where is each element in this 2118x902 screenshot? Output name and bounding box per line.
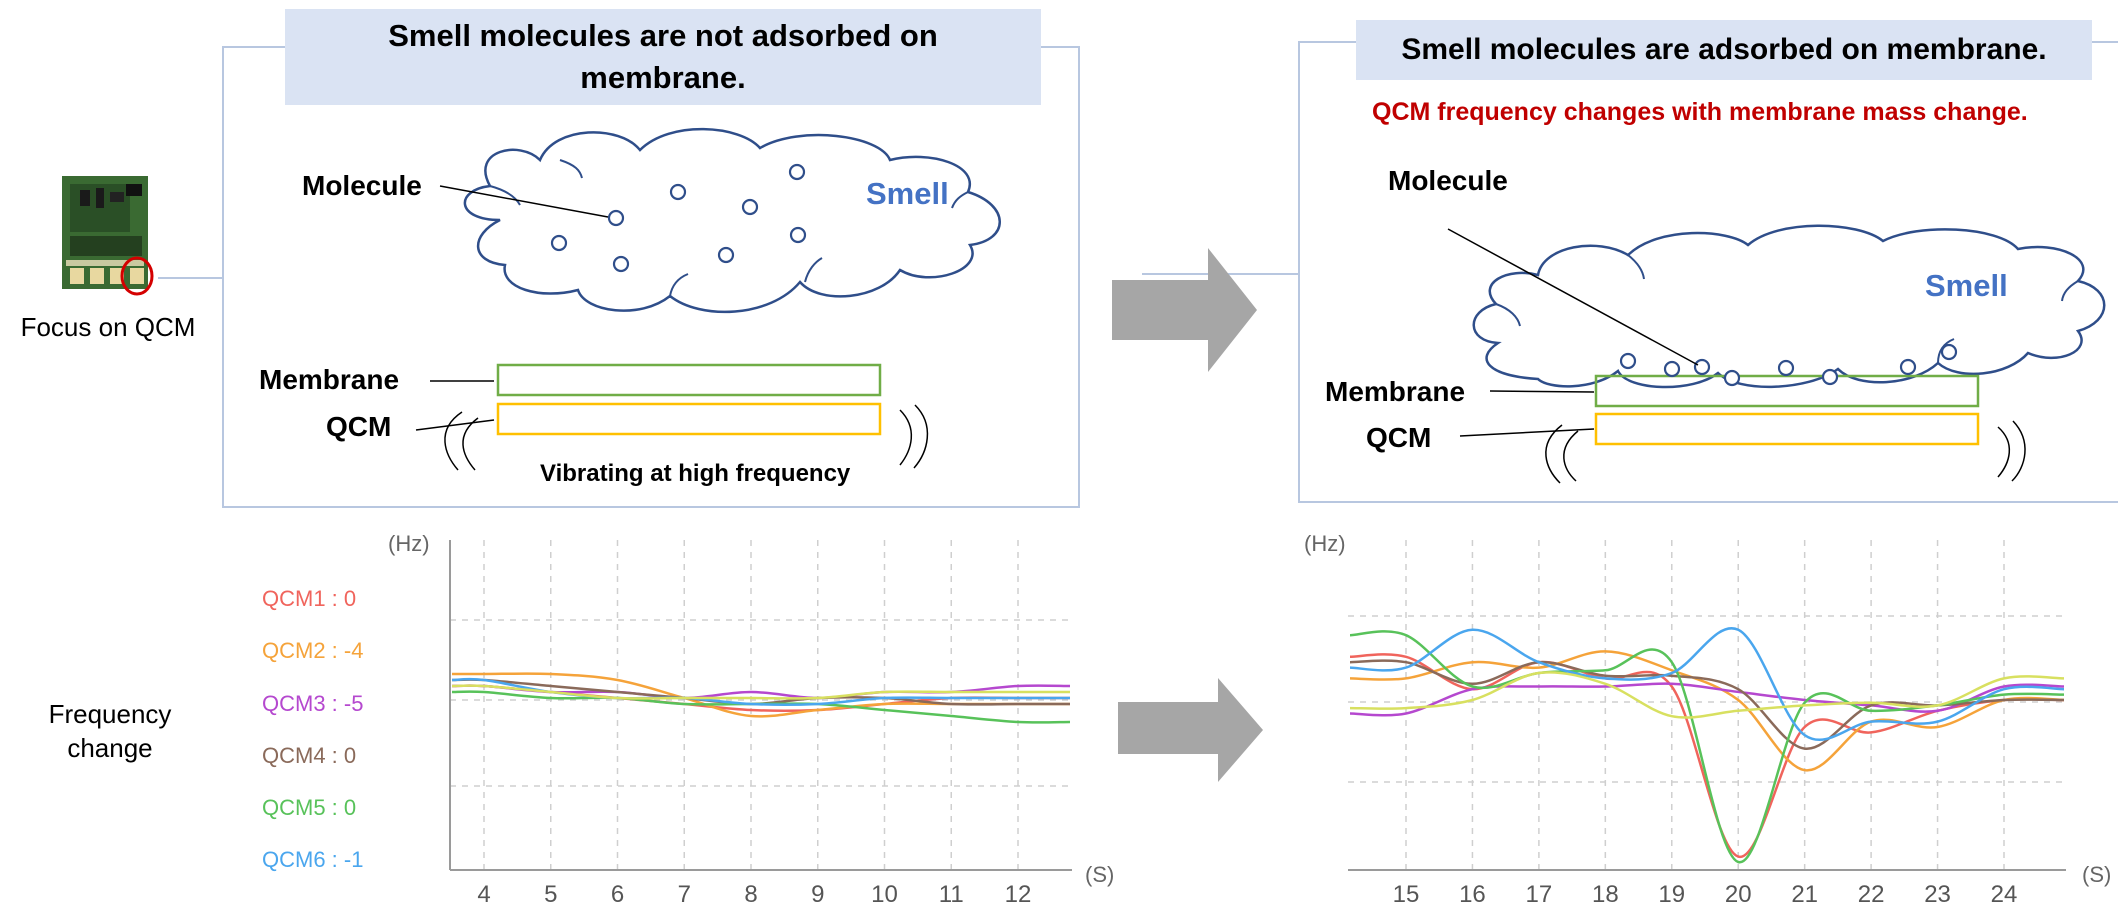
right-molecule-label: Molecule	[1388, 165, 1508, 196]
x-tick-label: 7	[678, 881, 691, 902]
series-line-7	[451, 684, 1070, 700]
left-membrane-label: Membrane	[259, 364, 400, 395]
legend-qcm5: QCM5 : 0	[262, 795, 357, 820]
x-tick-label: 9	[811, 881, 824, 902]
frequency-change-label: Frequency change	[48, 699, 172, 763]
series-line-2	[1349, 650, 2065, 772]
series-line-7	[1349, 671, 2065, 719]
device-caption: Focus on QCM	[20, 312, 196, 342]
x-tick-label: 24	[1991, 881, 2018, 902]
adsorbed-molecule-dots	[1619, 343, 1958, 387]
left-qcm-label: QCM	[326, 411, 392, 442]
right-smell-label: Smell	[1925, 268, 2008, 303]
left-molecule-label: Molecule	[302, 170, 422, 201]
left-panel-title: Smell molecules are not adsorbed on memb…	[285, 9, 1041, 105]
right-arrow-bottom	[1118, 678, 1263, 782]
legend-qcm3: QCM3 : -5	[262, 691, 364, 716]
qcm-device-photo	[60, 176, 156, 296]
right-chart-ylabel: (Hz)	[1304, 531, 1346, 556]
legend-qcm6: QCM6 : -1	[262, 847, 364, 872]
right-qcm-label: QCM	[1366, 422, 1432, 453]
left-frequency-chart: 4 5 6 7 8 9 10 11 12	[449, 540, 1072, 902]
x-tick-label: 16	[1459, 881, 1486, 902]
right-panel-title: Smell molecules are adsorbed on membrane…	[1356, 20, 2092, 80]
x-tick-label: 23	[1924, 881, 1951, 902]
x-tick-label: 20	[1725, 881, 1752, 902]
left-smell-label: Smell	[866, 176, 949, 211]
qcm-bar	[496, 402, 882, 436]
right-membrane-label: Membrane	[1325, 376, 1466, 407]
x-tick-label: 10	[871, 881, 898, 902]
x-tick-label: 19	[1658, 881, 1685, 902]
x-tick-label: 21	[1791, 881, 1818, 902]
molecule-dots	[550, 163, 807, 273]
x-tick-label: 12	[1005, 881, 1032, 902]
x-tick-label: 5	[544, 881, 557, 902]
x-tick-label: 4	[477, 881, 490, 902]
series-line-3	[1349, 682, 2065, 717]
x-tick-label: 15	[1393, 881, 1420, 902]
series-line-1	[1349, 653, 2065, 858]
legend-qcm4: QCM4 : 0	[262, 743, 357, 768]
x-tick-label: 17	[1526, 881, 1553, 902]
qcm-bar-right	[1594, 412, 1980, 446]
membrane-bar	[496, 363, 882, 397]
legend-qcm1: QCM1 : 0	[262, 586, 357, 611]
right-panel-subtitle: QCM frequency changes with membrane mass…	[1372, 98, 2028, 126]
x-tick-label: 6	[611, 881, 624, 902]
series-line-5	[451, 690, 1071, 724]
right-chart-xlabel: (S)	[2082, 862, 2112, 887]
left-chart-xlabel: (S)	[1085, 862, 1115, 887]
right-diagram-drawing	[1447, 224, 2106, 484]
left-chart-ylabel: (Hz)	[388, 531, 430, 556]
smell-cloud	[463, 127, 1001, 314]
x-tick-label: 18	[1592, 881, 1619, 902]
vibration-caption: Vibrating at high frequency	[540, 460, 851, 487]
right-frequency-chart: 15 16 17 18 19 20 21 22 23 24	[1348, 540, 2066, 902]
x-tick-label: 22	[1858, 881, 1885, 902]
legend-qcm2: QCM2 : -4	[262, 638, 364, 663]
x-tick-label: 8	[744, 881, 757, 902]
x-tick-label: 11	[939, 881, 964, 902]
series-line-6	[1349, 627, 2065, 742]
series-line-4	[1349, 659, 2065, 750]
right-arrow-top	[1112, 248, 1257, 372]
left-diagram-drawing	[415, 127, 1001, 471]
